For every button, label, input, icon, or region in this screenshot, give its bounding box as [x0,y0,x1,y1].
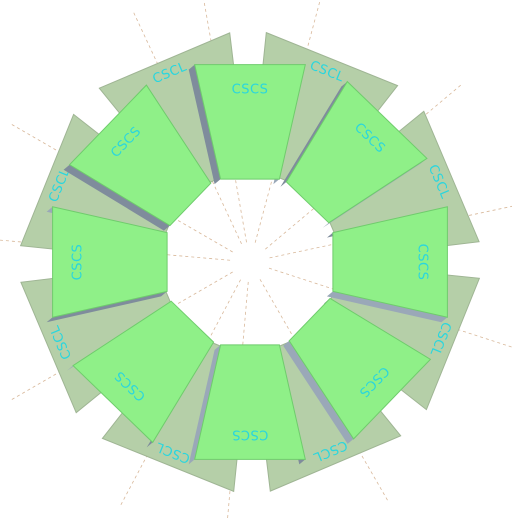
small-chamber-side [188,344,221,465]
chamber-label: CSCS [232,427,269,442]
small-chamber-side [46,291,168,323]
small-chamber: CSCS [283,297,432,444]
small-chamber-side [188,64,221,185]
small-chamber-side [63,164,170,231]
small-chamber: CSCS [280,80,428,228]
chamber-label: CSCS [71,244,86,281]
small-chamber-face [194,344,306,460]
small-chamber-face [52,206,168,318]
chamber-label: CSCS [415,244,430,281]
small-chamber: CSCS [63,84,212,231]
small-chamber-face [332,206,448,318]
small-chamber-face [285,80,428,224]
small-chamber-side [280,81,348,187]
small-chamber-face [194,64,306,180]
small-chamber-side [283,340,354,444]
small-chamber: CSCS [326,206,448,323]
small-chamber: CSCS [188,64,306,185]
small-chamber: CSCS [46,206,168,323]
small-chamber-layer: CSCS CSCS CSCS CSCS CSCS CSCS CSCS CSCS [46,64,448,465]
small-chamber: CSCS [188,344,306,465]
small-chamber-face [72,300,215,444]
small-chamber-face [68,84,212,227]
small-chamber: CSCS [67,300,215,448]
small-chamber-face [288,297,432,440]
chamber-label: CSCS [232,83,269,98]
small-chamber-side [326,291,448,323]
